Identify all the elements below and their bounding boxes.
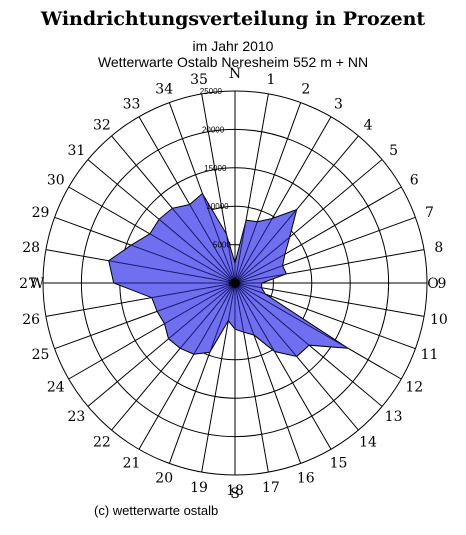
direction-value-ray <box>158 218 236 284</box>
compass-label-o: O <box>427 276 438 292</box>
direction-label: 23 <box>68 409 86 425</box>
direction-value-ray <box>234 221 258 284</box>
direction-value-ray <box>149 233 236 284</box>
direction-label: 32 <box>93 117 111 133</box>
chart-subtitle-year: im Jahr 2010 <box>192 38 274 54</box>
radial-tick-label: 20000 <box>202 125 225 134</box>
compass-label-s: S <box>230 486 240 502</box>
direction-label: 18 <box>226 483 244 499</box>
direction-label: 4 <box>364 117 373 133</box>
direction-label: 7 <box>425 205 434 221</box>
direction-label: 9 <box>438 276 447 292</box>
grid-spoke <box>234 282 425 317</box>
direction-label: 14 <box>359 435 377 451</box>
direction-label: 1 <box>266 72 275 88</box>
direction-label: 35 <box>190 72 208 88</box>
radial-tick-label: 25000 <box>200 87 223 96</box>
radial-tick-label: 0 <box>229 279 234 288</box>
direction-value-ray <box>156 282 236 312</box>
direction-value-ray <box>234 282 349 349</box>
direction-label: 19 <box>190 480 208 496</box>
direction-value-ray <box>234 282 310 346</box>
direction-value-ray <box>179 282 236 349</box>
direction-label: 27 <box>19 276 37 292</box>
direction-label: 2 <box>301 81 310 97</box>
direction-label: 34 <box>155 81 173 97</box>
direction-label: 24 <box>47 380 65 396</box>
chart-subtitle-station: Wetterwarte Ostalb Neresheim 552 m + NN <box>97 54 369 70</box>
direction-value-ray <box>234 282 275 352</box>
direction-label: 20 <box>155 471 173 487</box>
direction-label: 30 <box>47 173 65 189</box>
direction-label: 28 <box>22 240 40 256</box>
direction-label: 29 <box>32 205 50 221</box>
direction-label: 6 <box>410 173 419 189</box>
radial-tick-label: 10000 <box>206 202 229 211</box>
direction-label: 13 <box>385 409 403 425</box>
direction-label: 17 <box>262 480 280 496</box>
direction-value-ray <box>164 282 236 325</box>
direction-label: 16 <box>297 471 315 487</box>
direction-value-ray <box>234 282 245 333</box>
direction-label: 26 <box>22 312 40 328</box>
direction-value-ray <box>234 282 266 295</box>
compass-label-n: N <box>229 66 241 82</box>
direction-label: 8 <box>434 240 443 256</box>
direction-label: 25 <box>32 347 50 363</box>
direction-label: 5 <box>389 143 398 159</box>
direction-value-ray <box>225 233 236 284</box>
direction-value-ray <box>193 282 236 355</box>
direction-label: 12 <box>405 380 423 396</box>
center-hub <box>230 278 240 288</box>
direction-label: 11 <box>421 347 439 363</box>
direction-value-ray <box>234 209 298 284</box>
direction-value-ray <box>234 253 286 284</box>
direction-label: 15 <box>330 455 348 471</box>
direction-value-ray <box>171 207 236 284</box>
radial-tick-label: 5000 <box>213 241 231 250</box>
compass-label-w: W <box>30 276 45 292</box>
direction-value-ray <box>189 204 236 284</box>
direction-value-ray <box>234 220 247 284</box>
direction-value-ray <box>151 282 236 299</box>
direction-label: 33 <box>123 97 141 113</box>
direction-value-ray <box>209 282 236 353</box>
radial-tick-label: 15000 <box>204 164 227 173</box>
direction-value-ray <box>234 282 298 357</box>
direction-value-ray <box>108 260 236 284</box>
direction-value-ray <box>234 236 291 284</box>
direction-value-ray <box>234 273 287 284</box>
copyright-credit: (c) wetterwarte ostalb <box>94 503 219 518</box>
direction-value-ray <box>234 282 255 336</box>
direction-value-ray <box>201 193 236 284</box>
chart-title: Windrichtungsverteilung in Prozent <box>40 8 426 30</box>
direction-label: 10 <box>430 312 448 328</box>
direction-value-ray <box>227 282 236 321</box>
direction-value-ray <box>168 282 236 340</box>
direction-label: 3 <box>334 97 343 113</box>
direction-value-ray <box>130 244 236 284</box>
direction-label: 21 <box>123 455 141 471</box>
direction-label: 31 <box>68 143 86 159</box>
direction-value-ray <box>234 265 283 284</box>
direction-label: 22 <box>93 435 111 451</box>
direction-value-ray <box>234 218 273 284</box>
